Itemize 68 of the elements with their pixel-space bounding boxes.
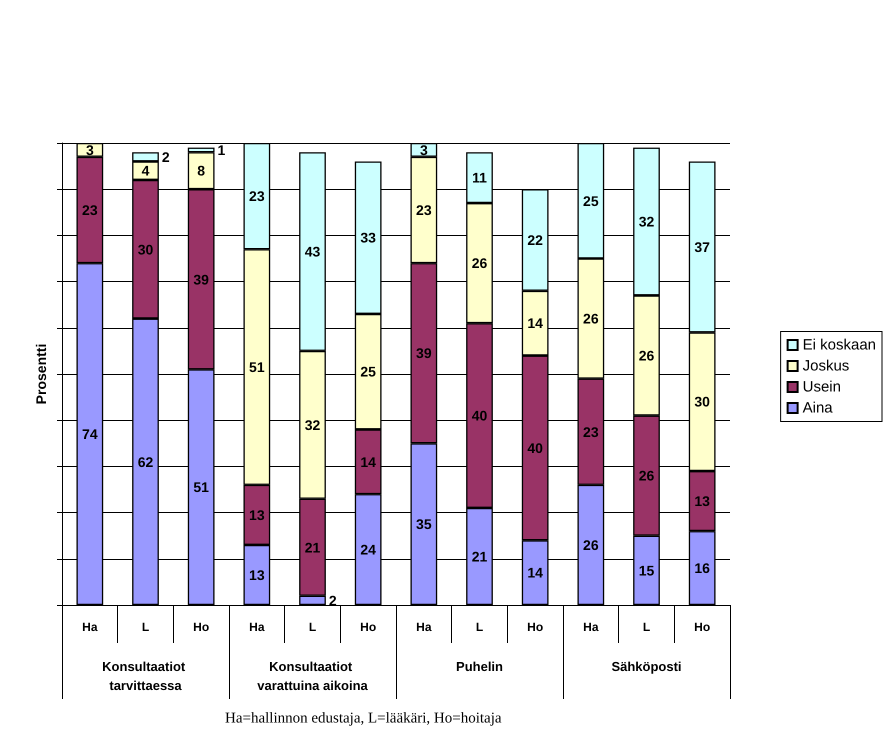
text: Sähköposti [611, 659, 682, 674]
legend-label: Joskus [802, 358, 850, 374]
x-tick-label: L [642, 620, 650, 634]
data-label: 40 [472, 408, 488, 424]
data-label: 21 [304, 539, 320, 556]
legend-label: Usein [802, 378, 841, 396]
legend-label: Ei koskaan [802, 336, 876, 354]
x-tick-label: L [308, 620, 316, 634]
data-label: 26 [583, 536, 599, 553]
text: Konsultaatiot varattuina aikoina [257, 659, 369, 693]
data-label: 62 [138, 454, 154, 470]
data-label: 14 [527, 315, 544, 332]
data-label: 74 [82, 426, 98, 442]
data-label: 25 [360, 364, 376, 380]
x-tick-label: Ha [583, 620, 599, 634]
data-label: 3 [86, 142, 94, 158]
data-label: 24 [360, 542, 376, 558]
data-label: 39 [416, 345, 432, 362]
data-label: 26 [583, 310, 599, 327]
data-label: 43 [304, 244, 320, 260]
data-label: 1 [218, 142, 226, 158]
data-label: 30 [138, 241, 154, 258]
text: Konsultaatiot tarvittaessa [102, 659, 189, 693]
data-label: 23 [583, 424, 599, 440]
data-label: 33 [360, 230, 376, 246]
legend-label: Aina [802, 400, 834, 416]
x-tick-label: Ha [82, 620, 98, 634]
data-label: 13 [249, 506, 265, 523]
data-label: 35 [416, 516, 432, 532]
text: Ha=hallinnon edustaja, L=lääkäri, Ho=hoitaja [225, 710, 502, 726]
data-label: 26 [638, 348, 654, 364]
data-label: 14 [360, 454, 376, 470]
data-label: 21 [472, 548, 488, 564]
data-label: 2 [162, 148, 170, 165]
x-tick-label: Ho [360, 620, 376, 634]
x-tick-label: Ho [694, 620, 710, 634]
data-label: 51 [193, 479, 210, 496]
data-label: 32 [304, 416, 320, 433]
data-label: 32 [638, 214, 654, 230]
x-tick-label: Ha [249, 620, 265, 634]
data-label: 40 [527, 440, 544, 456]
data-label: 23 [249, 188, 265, 204]
data-label: 22 [527, 232, 544, 248]
x-tick-label: Ha [416, 620, 432, 634]
x-tick-label: L [142, 620, 150, 634]
data-label: 14 [527, 564, 544, 581]
data-label: 26 [472, 255, 488, 272]
y-axis-title: Prosentti [33, 344, 49, 404]
data-label: 37 [694, 238, 710, 255]
data-label: 51 [249, 359, 265, 376]
data-label: 23 [82, 202, 98, 218]
x-tick-label: L [476, 620, 484, 634]
data-label: 13 [249, 566, 265, 583]
data-label: 23 [416, 202, 432, 218]
data-label: 8 [197, 162, 206, 179]
text: Puhelin [456, 659, 504, 674]
data-label: 16 [694, 560, 710, 576]
x-tick-label: Ho [527, 620, 544, 634]
data-label: 30 [694, 394, 710, 410]
data-label: 13 [694, 493, 710, 510]
data-label: 3 [420, 142, 428, 158]
data-label: 25 [583, 192, 599, 209]
x-tick-label: Ho [193, 620, 210, 634]
data-label: 11 [472, 170, 488, 186]
data-label: 39 [193, 271, 210, 288]
data-label: 15 [638, 562, 654, 578]
data-label: 26 [638, 468, 654, 484]
data-label: 4 [142, 162, 150, 179]
